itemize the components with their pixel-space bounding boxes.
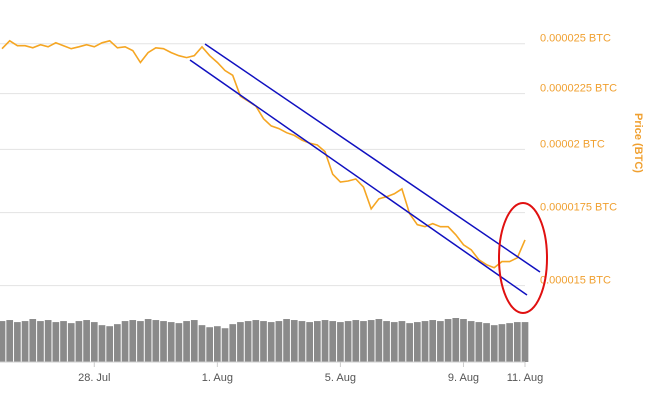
volume-bar	[160, 321, 167, 362]
volume-bar	[114, 324, 121, 362]
y-axis-title: Price (BTC)	[632, 113, 644, 173]
volume-bar	[121, 321, 129, 362]
volume-bar	[290, 320, 298, 362]
volume-bar	[144, 319, 152, 362]
price-line	[1, 39, 526, 269]
volume-bar	[137, 321, 144, 362]
volume-bar	[429, 320, 437, 362]
volume-bar	[460, 319, 467, 362]
volume-bar	[60, 321, 67, 362]
volume-bar	[6, 320, 14, 362]
volume-bar	[521, 322, 529, 362]
volume-bar	[467, 321, 475, 362]
volume-bar	[490, 325, 498, 362]
volume-bar	[206, 327, 214, 362]
volume-bar	[229, 324, 237, 362]
volume-bar	[306, 322, 313, 362]
volume-bar	[498, 324, 506, 362]
y-tick-label: 0.0000175 BTC	[540, 202, 617, 214]
volume-bar	[298, 321, 306, 362]
volume-bar	[44, 320, 52, 362]
volume-bar	[390, 322, 398, 362]
volume-bar	[98, 325, 106, 362]
volume-bar	[52, 322, 60, 362]
y-tick-label: 0.00002 BTC	[540, 138, 605, 150]
volume-bar	[152, 320, 160, 362]
x-tick-label: 28. Jul	[78, 372, 110, 384]
volume-bar	[83, 320, 90, 362]
volume-bar	[183, 321, 190, 362]
volume-bar	[337, 322, 344, 362]
volume-bar	[260, 321, 267, 362]
volume-bar	[313, 321, 321, 362]
highlight-ellipse	[498, 202, 548, 314]
volume-bar	[344, 321, 352, 362]
volume-bar	[252, 320, 260, 362]
volume-bar	[244, 321, 252, 362]
volume-bar	[90, 322, 98, 362]
volume-bar	[513, 322, 521, 362]
volume-bar	[221, 328, 229, 362]
channel-upper	[204, 43, 541, 273]
x-tick-label: 5. Aug	[325, 372, 356, 384]
y-tick-label: 0.0000225 BTC	[540, 83, 617, 95]
volume-bar	[0, 321, 6, 362]
volume-bar	[167, 322, 175, 362]
volume-bar	[14, 322, 21, 362]
volume-bar	[37, 321, 44, 362]
volume-bar	[267, 322, 275, 362]
volume-bar	[375, 319, 383, 362]
volume-bar	[175, 323, 183, 362]
volume-bar	[452, 318, 460, 362]
volume-bar	[352, 320, 360, 362]
volume-bar	[383, 321, 390, 362]
volume-bar	[237, 322, 244, 362]
y-tick-label: 0.000015 BTC	[540, 275, 611, 287]
volume-bar	[75, 321, 83, 362]
volume-bar	[437, 321, 444, 362]
volume-bar	[190, 320, 198, 362]
x-tick-label: 9. Aug	[448, 372, 479, 384]
y-tick-label: 0.000025 BTC	[540, 33, 611, 45]
volume-bar	[398, 321, 406, 362]
volume-bar	[444, 319, 452, 362]
volume-bar	[360, 321, 367, 362]
channel-lower	[189, 59, 528, 296]
volume-bar	[21, 321, 29, 362]
volume-bar	[214, 326, 221, 362]
volume-bar	[29, 319, 37, 362]
x-tick-label: 11. Aug	[507, 372, 544, 384]
volume-bar	[421, 321, 429, 362]
volume-bar	[406, 323, 413, 362]
volume-bar	[367, 320, 375, 362]
volume-bar	[475, 322, 483, 362]
volume-bar	[67, 323, 75, 362]
volume-bar	[413, 322, 421, 362]
volume-bar	[321, 320, 329, 362]
volume-bar	[129, 320, 137, 362]
volume-bar	[506, 323, 513, 362]
volume-bar	[275, 321, 283, 362]
volume-bar	[283, 319, 290, 362]
volume-bar	[329, 321, 337, 362]
volume-bar	[483, 323, 490, 362]
volume-bar	[198, 325, 206, 362]
x-tick-label: 1. Aug	[202, 372, 233, 384]
plot: 0.000015 BTC 0.0000175 BTC 0.00002 BTC 0.00…	[0, 33, 617, 384]
volume-bar	[106, 326, 114, 362]
